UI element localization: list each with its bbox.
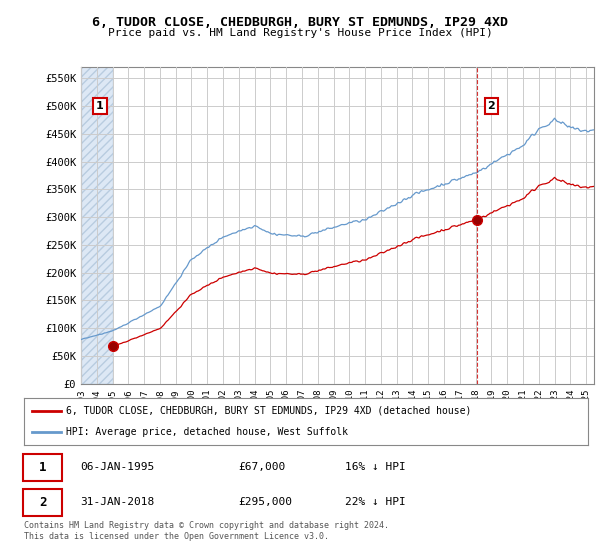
Text: HPI: Average price, detached house, West Suffolk: HPI: Average price, detached house, West… (66, 427, 348, 437)
Text: 1: 1 (96, 101, 104, 111)
Text: 6, TUDOR CLOSE, CHEDBURGH, BURY ST EDMUNDS, IP29 4XD (detached house): 6, TUDOR CLOSE, CHEDBURGH, BURY ST EDMUN… (66, 406, 472, 416)
Text: £67,000: £67,000 (238, 462, 286, 472)
FancyBboxPatch shape (23, 489, 62, 516)
Text: 31-JAN-2018: 31-JAN-2018 (80, 497, 155, 507)
Text: 6, TUDOR CLOSE, CHEDBURGH, BURY ST EDMUNDS, IP29 4XD: 6, TUDOR CLOSE, CHEDBURGH, BURY ST EDMUN… (92, 16, 508, 29)
Text: 16% ↓ HPI: 16% ↓ HPI (346, 462, 406, 472)
Text: Price paid vs. HM Land Registry's House Price Index (HPI): Price paid vs. HM Land Registry's House … (107, 28, 493, 38)
Text: 1: 1 (39, 460, 46, 474)
Bar (81, 67, 113, 384)
Text: 2: 2 (488, 101, 495, 111)
Text: 2: 2 (39, 496, 46, 509)
Text: £295,000: £295,000 (238, 497, 292, 507)
Text: 22% ↓ HPI: 22% ↓ HPI (346, 497, 406, 507)
Text: 06-JAN-1995: 06-JAN-1995 (80, 462, 155, 472)
Text: Contains HM Land Registry data © Crown copyright and database right 2024.
This d: Contains HM Land Registry data © Crown c… (24, 521, 389, 541)
FancyBboxPatch shape (23, 454, 62, 481)
Bar (81, 67, 113, 384)
